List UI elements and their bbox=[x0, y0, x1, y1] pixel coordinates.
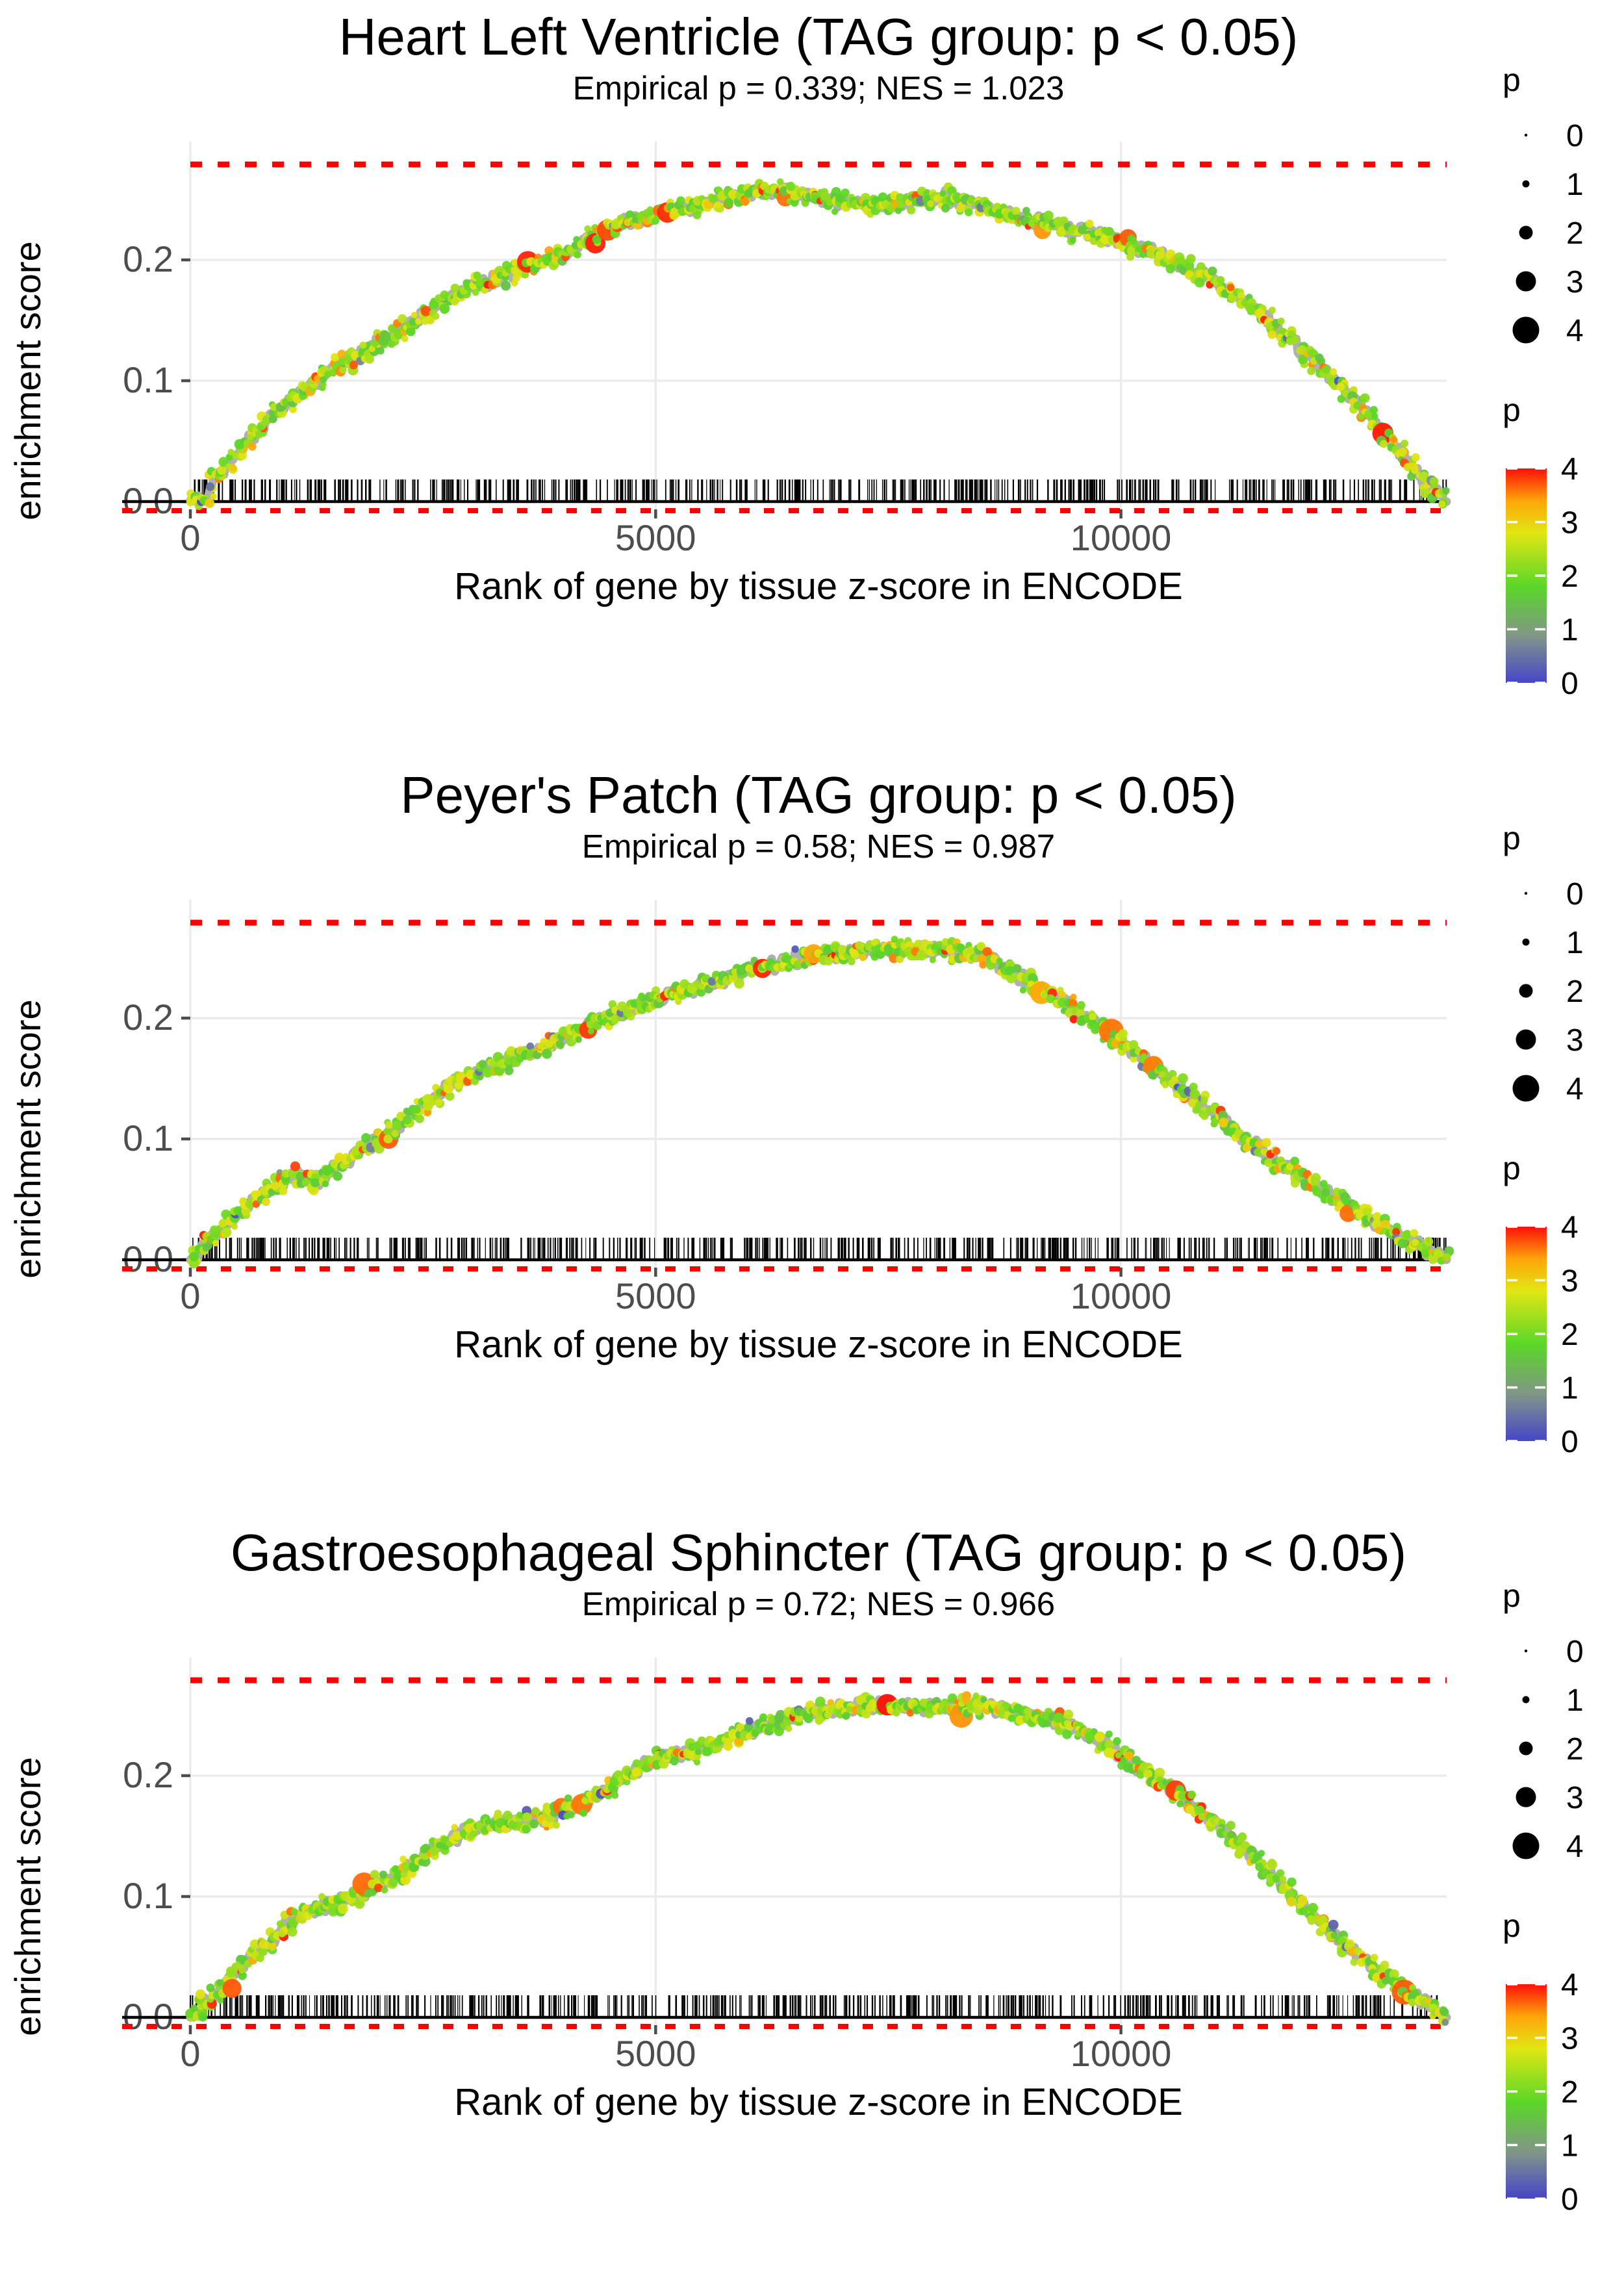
svg-text:2: 2 bbox=[1561, 1318, 1579, 1352]
svg-text:4: 4 bbox=[1561, 1968, 1579, 2002]
svg-text:1: 1 bbox=[1561, 613, 1579, 648]
svg-text:4: 4 bbox=[1566, 1830, 1584, 1864]
svg-text:5000: 5000 bbox=[615, 1275, 696, 1316]
svg-text:p: p bbox=[1503, 62, 1521, 98]
svg-text:3: 3 bbox=[1566, 1023, 1584, 1058]
svg-text:2: 2 bbox=[1566, 1732, 1584, 1767]
svg-text:Rank of gene by tissue z-score: Rank of gene by tissue z-score in ENCODE bbox=[454, 1324, 1183, 1366]
svg-text:0.2: 0.2 bbox=[123, 238, 173, 279]
svg-text:0.2: 0.2 bbox=[123, 1754, 173, 1795]
svg-text:0: 0 bbox=[1566, 877, 1584, 912]
svg-text:5000: 5000 bbox=[615, 2033, 696, 2074]
svg-text:1: 1 bbox=[1566, 1683, 1584, 1718]
svg-text:4: 4 bbox=[1566, 1072, 1584, 1106]
svg-text:1: 1 bbox=[1561, 1371, 1579, 1405]
svg-text:Rank of gene by tissue z-score: Rank of gene by tissue z-score in ENCODE bbox=[454, 566, 1183, 607]
svg-text:0: 0 bbox=[180, 1275, 200, 1316]
svg-text:Empirical p = 0.72; NES = 0.96: Empirical p = 0.72; NES = 0.966 bbox=[582, 1585, 1055, 1622]
svg-text:10000: 10000 bbox=[1071, 2033, 1172, 2074]
svg-text:enrichment score: enrichment score bbox=[7, 999, 48, 1278]
svg-text:4: 4 bbox=[1561, 1210, 1579, 1245]
svg-text:0: 0 bbox=[1566, 119, 1584, 153]
svg-text:10000: 10000 bbox=[1071, 1275, 1172, 1316]
svg-text:0: 0 bbox=[1561, 2182, 1579, 2217]
svg-text:0: 0 bbox=[1566, 1635, 1584, 1669]
svg-text:p: p bbox=[1503, 1908, 1521, 1944]
svg-text:0: 0 bbox=[180, 2033, 200, 2074]
svg-text:0.1: 0.1 bbox=[123, 1118, 173, 1158]
svg-text:Empirical p = 0.58; NES = 0.98: Empirical p = 0.58; NES = 0.987 bbox=[582, 828, 1055, 865]
svg-text:2: 2 bbox=[1566, 975, 1584, 1009]
svg-text:1: 1 bbox=[1566, 168, 1584, 202]
svg-text:0.1: 0.1 bbox=[123, 359, 173, 400]
svg-text:1: 1 bbox=[1566, 926, 1584, 960]
svg-text:p: p bbox=[1503, 1578, 1521, 1614]
svg-text:0: 0 bbox=[1561, 1425, 1579, 1459]
svg-text:3: 3 bbox=[1566, 265, 1584, 300]
svg-text:2: 2 bbox=[1561, 2075, 1579, 2110]
svg-text:Rank of gene by tissue z-score: Rank of gene by tissue z-score in ENCODE bbox=[454, 2082, 1183, 2123]
svg-text:0.1: 0.1 bbox=[123, 1875, 173, 1916]
svg-text:4: 4 bbox=[1561, 452, 1579, 487]
svg-text:10000: 10000 bbox=[1071, 517, 1172, 558]
svg-text:3: 3 bbox=[1566, 1781, 1584, 1815]
svg-text:0.2: 0.2 bbox=[123, 997, 173, 1038]
svg-text:Gastroesophageal Sphincter (TA: Gastroesophageal Sphincter (TAG group: p… bbox=[231, 1524, 1406, 1581]
svg-text:4: 4 bbox=[1566, 314, 1584, 348]
svg-text:3: 3 bbox=[1561, 506, 1579, 541]
svg-text:1: 1 bbox=[1561, 2129, 1579, 2164]
svg-text:5000: 5000 bbox=[615, 517, 696, 558]
svg-text:p: p bbox=[1503, 392, 1521, 428]
svg-text:Heart Left Ventricle (TAG grou: Heart Left Ventricle (TAG group: p < 0.0… bbox=[339, 8, 1299, 66]
svg-text:2: 2 bbox=[1561, 559, 1579, 594]
svg-text:Peyer's Patch (TAG group: p <: Peyer's Patch (TAG group: p < 0.05) bbox=[400, 766, 1236, 824]
svg-text:enrichment score: enrichment score bbox=[7, 241, 48, 520]
svg-text:0: 0 bbox=[1561, 667, 1579, 701]
svg-text:p: p bbox=[1503, 1150, 1521, 1186]
svg-text:Empirical p = 0.339; NES = 1.0: Empirical p = 0.339; NES = 1.023 bbox=[573, 70, 1065, 107]
svg-text:3: 3 bbox=[1561, 2022, 1579, 2056]
svg-text:enrichment score: enrichment score bbox=[7, 1757, 48, 2036]
svg-text:3: 3 bbox=[1561, 1264, 1579, 1298]
svg-text:p: p bbox=[1503, 820, 1521, 856]
svg-text:0: 0 bbox=[180, 517, 200, 558]
svg-text:2: 2 bbox=[1566, 216, 1584, 251]
